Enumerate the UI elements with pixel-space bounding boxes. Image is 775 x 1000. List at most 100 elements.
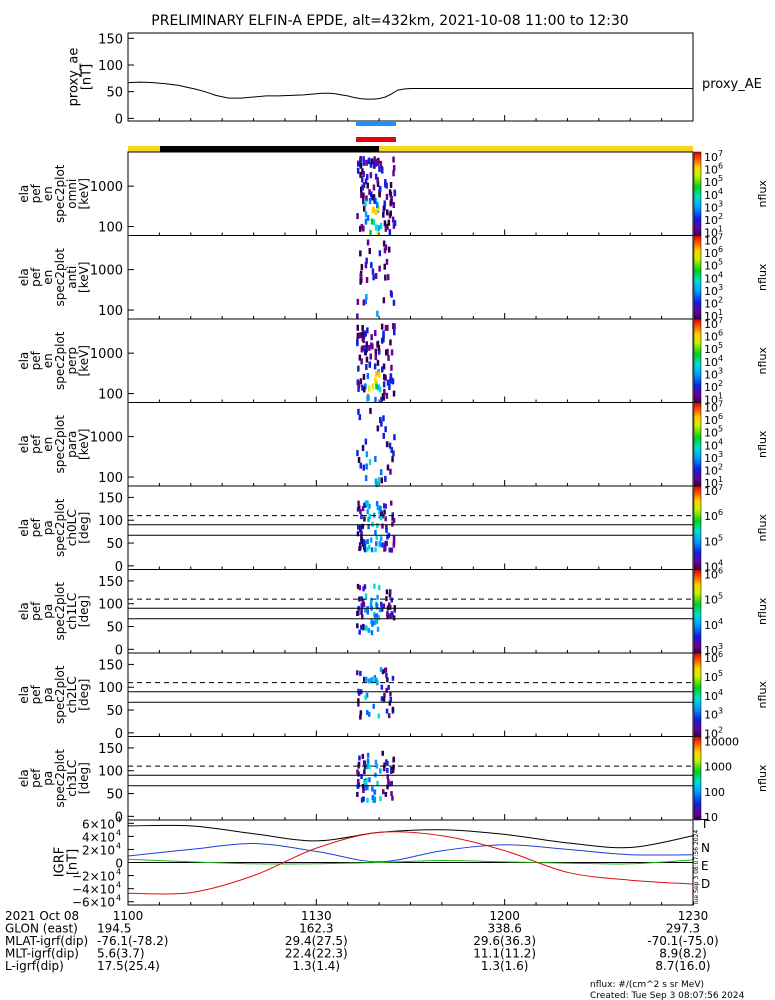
spectrogram-pixel bbox=[360, 331, 364, 338]
colorbar-label: nflux bbox=[756, 681, 769, 709]
spectrogram-pixel bbox=[372, 219, 376, 226]
spectrogram-pixel bbox=[361, 784, 365, 789]
proxy-ae-ylabel: proxy_ae[nT] bbox=[67, 48, 95, 107]
spectrogram-pixel bbox=[358, 755, 361, 761]
ylabel-line: spec2plot bbox=[53, 665, 67, 724]
ylabel-line: [keV] bbox=[77, 429, 91, 460]
spectrogram-pixel bbox=[375, 602, 378, 608]
spectrogram-pixel bbox=[370, 191, 373, 198]
spectrogram-pixel bbox=[385, 524, 388, 530]
spectrogram-pixel bbox=[375, 763, 379, 769]
spectrogram-pixel bbox=[384, 791, 388, 797]
spectrogram-pixel bbox=[357, 408, 360, 415]
ylabel-line: ela bbox=[17, 602, 31, 620]
spectrogram-pixel bbox=[392, 757, 395, 763]
colorbar-label: nflux bbox=[756, 347, 769, 375]
spectrogram-pixel bbox=[378, 541, 381, 547]
ylabel-line: [keV] bbox=[77, 345, 91, 376]
colorbar-tick-label: 10 bbox=[704, 318, 718, 331]
spectrogram-pixel bbox=[391, 521, 394, 527]
ylabel-line: ch1LC bbox=[65, 593, 79, 630]
ephemeris-value: 5.6(3.7) bbox=[97, 947, 145, 961]
spectrogram-pixel bbox=[360, 192, 363, 199]
ephemeris-value: 297.3 bbox=[666, 922, 700, 936]
spectrogram-pixel bbox=[360, 537, 363, 542]
spectrogram-pixel bbox=[364, 200, 367, 207]
ylabel-line: en bbox=[41, 186, 55, 201]
spectrogram-pixel bbox=[364, 475, 368, 482]
igrf-tick-label: 2×10 bbox=[82, 843, 115, 857]
spectrogram-pixel bbox=[360, 186, 363, 193]
y-tick-label: 0 bbox=[115, 727, 123, 742]
spectrogram-pixel bbox=[378, 386, 382, 393]
spectrogram-pixel bbox=[374, 529, 377, 535]
spectrogram-pixel bbox=[371, 621, 374, 627]
spectrogram-pixel bbox=[379, 160, 382, 167]
ylabel-line: pef bbox=[29, 183, 43, 203]
spectrogram-pixel bbox=[392, 540, 396, 546]
colorbar-tick-exponent: 7 bbox=[718, 316, 723, 325]
spectrogram-pixel bbox=[383, 263, 386, 270]
spectrogram-pixel bbox=[364, 500, 367, 506]
spectrogram-pixel bbox=[376, 340, 380, 347]
colorbar-tick-exponent: 1 bbox=[718, 392, 723, 401]
spectrogram-pixel bbox=[386, 611, 389, 616]
spectrogram-pixel bbox=[362, 171, 365, 178]
spectrogram-pixel bbox=[375, 370, 378, 377]
colorbar-label: nflux bbox=[756, 430, 769, 458]
spectrogram-pixel bbox=[383, 503, 386, 509]
spectrogram-pixel bbox=[376, 425, 380, 432]
spectrogram-pixel bbox=[389, 696, 392, 702]
spectrogram-pixel bbox=[361, 753, 365, 759]
spectrogram-pixel bbox=[388, 592, 392, 598]
spectrogram-pixel bbox=[358, 596, 361, 602]
spectrogram-pixel bbox=[373, 613, 377, 619]
spectrogram-pixel bbox=[376, 594, 379, 600]
spectrogram-pixel bbox=[377, 713, 380, 719]
panel-frame bbox=[127, 736, 694, 821]
spectrogram-pixel bbox=[364, 349, 367, 356]
spectrogram-pixel bbox=[387, 274, 390, 281]
spectrogram-pixel bbox=[360, 223, 364, 230]
spectrogram-pixel bbox=[368, 248, 371, 254]
spectrogram-pixel bbox=[382, 240, 386, 247]
spectrogram-pixel bbox=[356, 784, 360, 789]
colorbar-tick-label: 10 bbox=[704, 189, 718, 202]
spectrogram-pixel bbox=[358, 332, 361, 339]
spectrogram-pixel bbox=[364, 218, 368, 225]
colorbar-tick-label: 10 bbox=[704, 176, 718, 189]
spectrogram-pixel bbox=[358, 505, 361, 511]
spectrogram-pixel bbox=[372, 184, 376, 191]
spectrogram-pixel bbox=[365, 764, 369, 770]
spectrogram-pixel bbox=[368, 189, 371, 196]
ylabel-line: ch2LC bbox=[65, 676, 79, 713]
ylabel-line: perp bbox=[65, 347, 79, 375]
spectrogram-pixel bbox=[370, 597, 373, 603]
spectrogram-pixel bbox=[382, 415, 385, 422]
spectrogram-pixel bbox=[386, 774, 389, 780]
y-tick-label: 150 bbox=[98, 575, 123, 590]
spectrogram-pixel bbox=[357, 690, 361, 696]
spectrogram-pixel bbox=[371, 268, 375, 275]
colorbar-tick-exponent: 5 bbox=[718, 592, 723, 601]
y-tick-label: 50 bbox=[106, 788, 123, 803]
y-tick-label: 100 bbox=[98, 765, 123, 780]
spectrogram-pixel bbox=[369, 407, 372, 414]
spectrogram-pixel bbox=[386, 761, 389, 767]
spectrogram-pixel bbox=[384, 274, 387, 281]
colorbar-tick-label: 10000 bbox=[704, 736, 739, 749]
spectrogram-pixel bbox=[378, 166, 381, 172]
spectrogram-pixel bbox=[385, 349, 388, 356]
spectrogram-pixel bbox=[359, 273, 362, 280]
spectrogram-pixel bbox=[361, 599, 365, 604]
spectrogram-pixel bbox=[364, 330, 367, 337]
spectrogram-pixel bbox=[378, 265, 381, 272]
spectrogram-pixel bbox=[366, 710, 369, 715]
spectrogram-pixel bbox=[362, 602, 366, 607]
y-tick-label: 100 bbox=[98, 221, 123, 236]
igrf-tick-label: −4×10 bbox=[72, 883, 115, 897]
igrf-tick-label: 4×10 bbox=[82, 830, 115, 844]
